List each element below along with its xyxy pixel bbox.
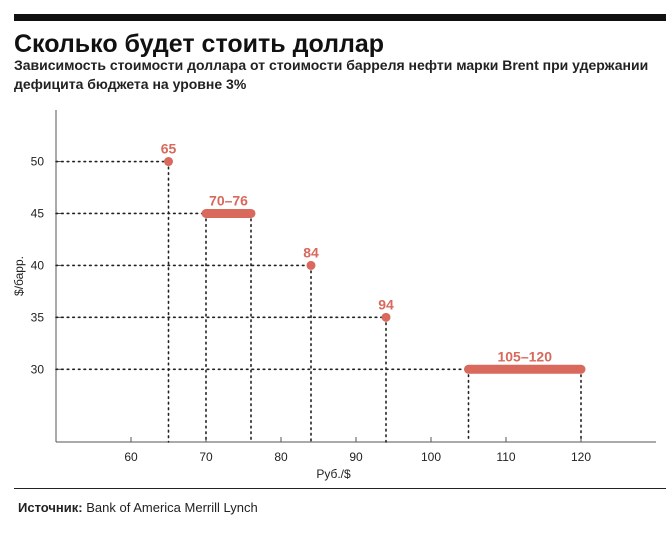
data-label-2: 84 bbox=[303, 244, 319, 260]
x-tick-label-120: 120 bbox=[571, 450, 591, 464]
data-point-2 bbox=[306, 260, 316, 270]
y-tick-label-40: 40 bbox=[31, 258, 45, 272]
x-tick-label-70: 70 bbox=[199, 450, 213, 464]
x-tick-label-100: 100 bbox=[421, 450, 441, 464]
y-tick-label-50: 50 bbox=[31, 155, 45, 169]
chart-subtitle: Зависимость стоимости доллара от стоимос… bbox=[14, 57, 649, 92]
data-label-3: 94 bbox=[378, 296, 394, 312]
footer-rule bbox=[14, 488, 666, 489]
source-note: Источник: Bank of America Merrill Lynch bbox=[18, 500, 258, 515]
y-tick-label-30: 30 bbox=[31, 362, 45, 376]
x-tick-label-90: 90 bbox=[349, 450, 363, 464]
data-label-1: 70–76 bbox=[209, 192, 248, 208]
data-label-4: 105–120 bbox=[497, 348, 552, 364]
x-tick-label-60: 60 bbox=[124, 450, 138, 464]
source-label: Источник: bbox=[18, 500, 83, 515]
data-point-3 bbox=[381, 312, 391, 322]
data-point-0 bbox=[164, 157, 173, 167]
top-rule bbox=[14, 14, 666, 21]
x-tick-label-110: 110 bbox=[496, 450, 515, 464]
y-axis-label: $/барр. bbox=[12, 256, 26, 296]
data-label-0: 65 bbox=[161, 141, 177, 157]
y-tick-label-45: 45 bbox=[31, 206, 45, 220]
x-axis-label: Руб./$ bbox=[316, 467, 351, 481]
source-text: Bank of America Merrill Lynch bbox=[86, 500, 258, 515]
x-tick-label-80: 80 bbox=[274, 450, 288, 464]
y-tick-label-35: 35 bbox=[31, 310, 45, 324]
chart-title: Сколько будет стоить доллар bbox=[14, 30, 385, 58]
